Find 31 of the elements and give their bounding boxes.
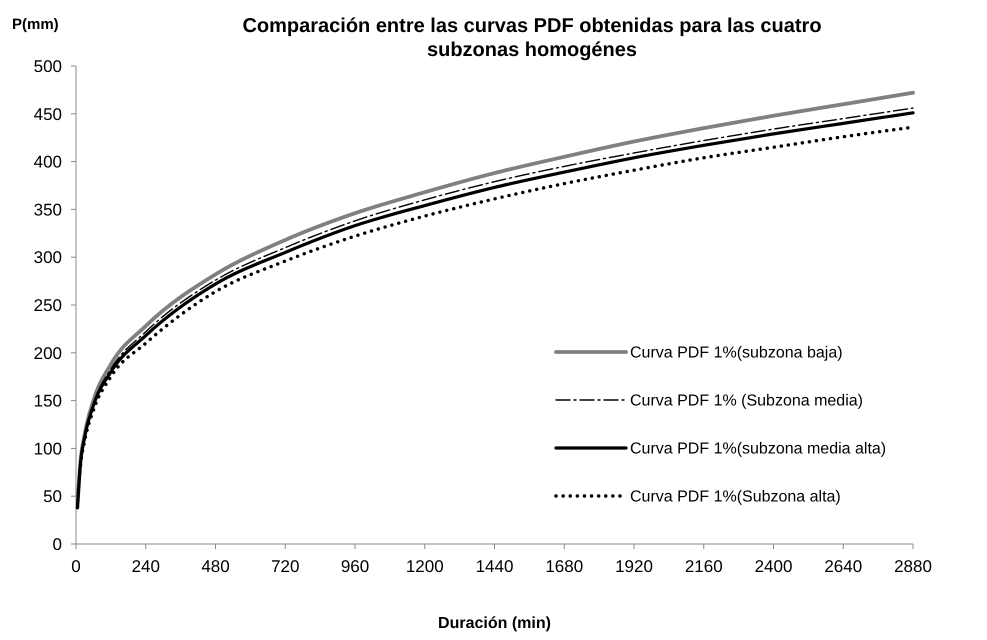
x-tick-label: 240 [132,557,160,576]
y-tick-label: 300 [34,248,62,268]
x-tick-label: 2880 [894,557,932,576]
legend-label: Curva PDF 1%(subzona baja) [630,344,843,362]
x-tick-label: 1200 [406,557,444,576]
y-tick-label: 450 [34,104,62,124]
x-tick-label: 1920 [615,557,653,576]
y-tick-label: 100 [34,439,62,458]
x-tick-label: 1440 [476,557,514,576]
y-tick-label: 250 [34,296,62,315]
x-tick-label: 480 [201,557,230,576]
x-axis-title: Duración (min) [438,615,551,632]
y-tick-label: 150 [34,392,62,411]
x-tick-label: 960 [340,557,370,576]
y-tick-label: 0 [52,534,62,554]
y-tick-label: 350 [34,200,62,220]
x-tick-label: 2400 [754,557,792,576]
x-tick-label: 2640 [824,557,862,576]
legend-label: Curva PDF 1% (Subzona media) [630,392,863,410]
x-tick-label: 1680 [545,557,584,576]
y-tick-label: 400 [34,152,62,172]
y-tick-label: 200 [34,344,62,363]
legend-label: Curva PDF 1%(subzona media alta) [630,440,886,458]
x-tick-label: 0 [71,557,81,576]
legend-label: Curva PDF 1%(Subzona alta) [630,488,841,506]
x-tick-label: 2160 [684,557,723,576]
y-axis-title: P(mm) [12,16,59,33]
y-tick-label: 500 [34,56,62,76]
chart-title: Comparación entre las curvas PDF obtenidas para las cuatro subzonas homogénes [242,15,822,61]
y-tick-label: 50 [43,487,62,506]
x-tick-label: 720 [271,557,300,576]
